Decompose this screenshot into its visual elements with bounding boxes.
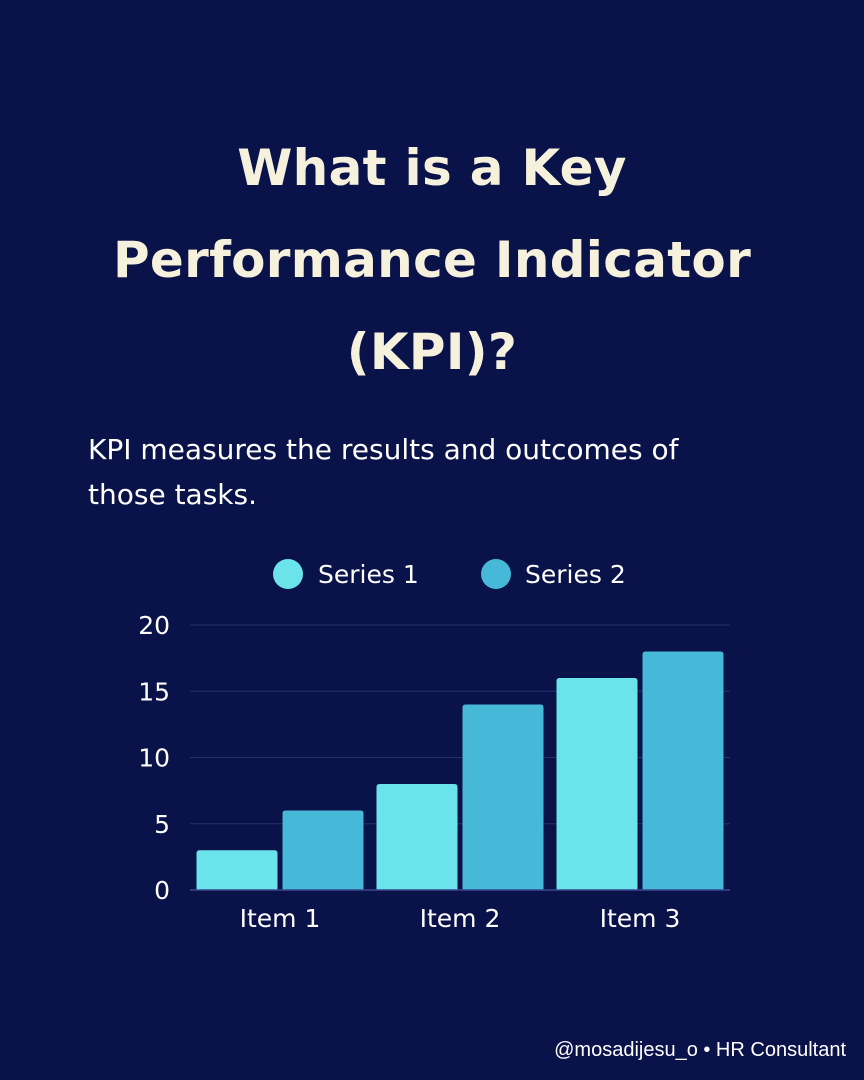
y-tick-label: 0 <box>154 876 170 905</box>
title-line: Performance Indicator <box>112 231 752 289</box>
bar <box>462 704 544 890</box>
description: KPI measures the results and outcomes of… <box>88 427 788 517</box>
description-line: those tasks. <box>88 478 257 511</box>
bar <box>556 678 638 890</box>
bar <box>282 810 364 890</box>
y-tick-label: 20 <box>138 611 170 640</box>
y-tick-label: 15 <box>138 677 170 706</box>
footer-credit: @mosadijesu_o • HR Consultant <box>554 1039 846 1061</box>
y-tick-label: 5 <box>154 810 170 839</box>
bar <box>642 651 724 890</box>
y-tick-label: 10 <box>138 744 170 773</box>
x-tick-label: Item 3 <box>600 904 681 933</box>
page-title: What is a Key Performance Indicator (KPI… <box>40 122 824 398</box>
bar <box>196 850 278 890</box>
x-tick-label: Item 1 <box>240 904 321 933</box>
legend-label: Series 1 <box>318 560 419 589</box>
description-line: KPI measures the results and outcomes of <box>88 433 679 466</box>
x-tick-label: Item 2 <box>420 904 501 933</box>
legend-label: Series 2 <box>525 560 626 589</box>
title-line: What is a Key <box>237 139 627 197</box>
legend-marker <box>481 559 511 589</box>
bar <box>376 784 458 890</box>
title-line: (KPI)? <box>346 323 518 381</box>
legend-marker <box>273 559 303 589</box>
